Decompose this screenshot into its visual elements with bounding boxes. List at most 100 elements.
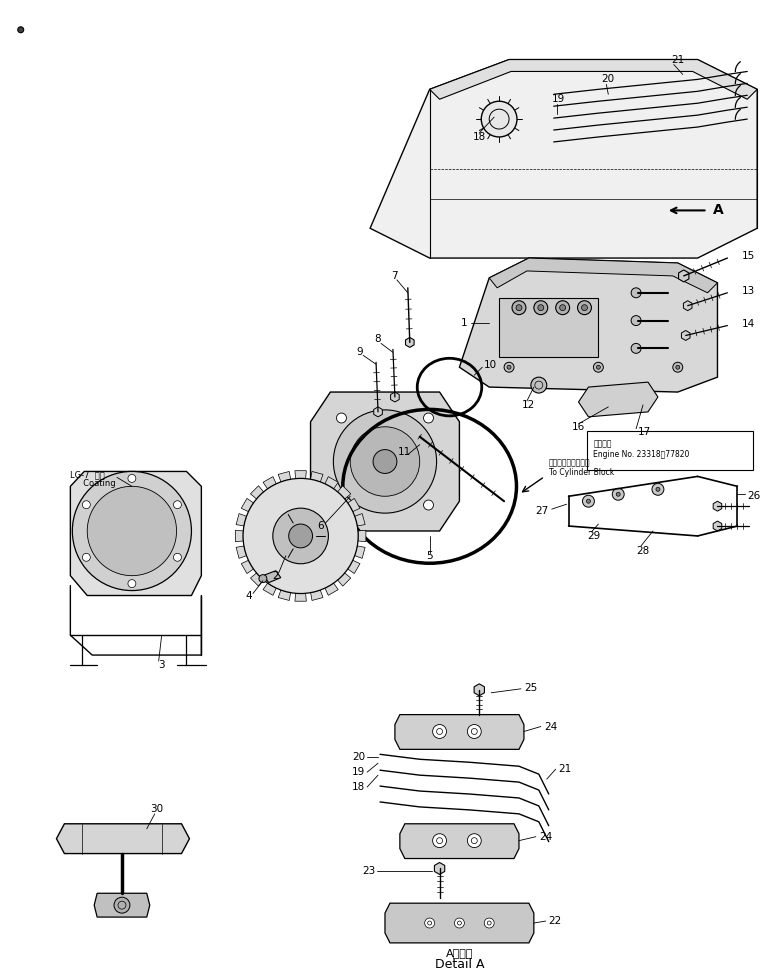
Polygon shape bbox=[682, 330, 690, 341]
Polygon shape bbox=[250, 486, 264, 499]
Text: 27: 27 bbox=[536, 506, 549, 517]
Circle shape bbox=[675, 365, 680, 369]
Text: 12: 12 bbox=[522, 400, 535, 410]
Text: 19: 19 bbox=[552, 94, 565, 104]
Polygon shape bbox=[385, 903, 534, 943]
Circle shape bbox=[587, 499, 591, 503]
Text: 25: 25 bbox=[524, 683, 537, 693]
Circle shape bbox=[337, 500, 347, 510]
Polygon shape bbox=[263, 584, 276, 595]
Polygon shape bbox=[241, 498, 253, 512]
Text: Engine No. 23318～77820: Engine No. 23318～77820 bbox=[594, 451, 690, 459]
Circle shape bbox=[617, 492, 620, 496]
Text: 13: 13 bbox=[742, 285, 756, 296]
Polygon shape bbox=[683, 301, 692, 311]
Text: 17: 17 bbox=[638, 426, 651, 437]
Circle shape bbox=[128, 580, 136, 587]
Text: A　詳細: A 詳細 bbox=[446, 948, 474, 957]
Circle shape bbox=[467, 724, 481, 738]
Polygon shape bbox=[311, 590, 323, 600]
Polygon shape bbox=[337, 486, 351, 499]
Polygon shape bbox=[236, 546, 246, 558]
Circle shape bbox=[512, 301, 526, 315]
Circle shape bbox=[578, 301, 591, 315]
Text: 5: 5 bbox=[426, 551, 433, 561]
Circle shape bbox=[538, 305, 544, 311]
Text: 30: 30 bbox=[150, 804, 163, 814]
Text: LG-7  塗布: LG-7 塗布 bbox=[70, 470, 105, 479]
Circle shape bbox=[597, 365, 601, 369]
Text: To Cylinder Block: To Cylinder Block bbox=[549, 468, 614, 477]
Polygon shape bbox=[405, 338, 414, 348]
Circle shape bbox=[334, 410, 437, 513]
Text: 8: 8 bbox=[375, 334, 381, 345]
Circle shape bbox=[555, 301, 570, 315]
FancyBboxPatch shape bbox=[588, 431, 754, 471]
Circle shape bbox=[433, 834, 447, 848]
Text: 20: 20 bbox=[602, 75, 615, 84]
Circle shape bbox=[350, 427, 420, 496]
Text: 14: 14 bbox=[742, 318, 756, 328]
Text: 18: 18 bbox=[352, 782, 365, 792]
Text: 20: 20 bbox=[352, 753, 365, 762]
Circle shape bbox=[243, 479, 358, 593]
Circle shape bbox=[73, 472, 191, 590]
Text: 16: 16 bbox=[572, 421, 585, 432]
Text: 18: 18 bbox=[473, 132, 486, 142]
Circle shape bbox=[373, 450, 397, 474]
Polygon shape bbox=[358, 530, 366, 542]
Circle shape bbox=[560, 305, 565, 311]
Circle shape bbox=[507, 365, 511, 369]
Polygon shape bbox=[236, 514, 246, 526]
Text: A: A bbox=[712, 203, 723, 218]
Polygon shape bbox=[391, 392, 399, 402]
Text: 15: 15 bbox=[742, 251, 756, 261]
Polygon shape bbox=[70, 472, 201, 595]
Circle shape bbox=[454, 918, 464, 928]
Polygon shape bbox=[348, 560, 360, 574]
Circle shape bbox=[631, 316, 641, 325]
Circle shape bbox=[424, 500, 434, 510]
Circle shape bbox=[337, 413, 347, 423]
Polygon shape bbox=[474, 684, 484, 696]
Polygon shape bbox=[250, 573, 264, 586]
Text: 9: 9 bbox=[356, 348, 363, 357]
Polygon shape bbox=[295, 593, 306, 601]
Circle shape bbox=[672, 362, 682, 372]
Circle shape bbox=[504, 362, 514, 372]
Text: 21: 21 bbox=[558, 764, 572, 774]
Polygon shape bbox=[374, 407, 382, 417]
Circle shape bbox=[531, 377, 547, 393]
Polygon shape bbox=[94, 893, 150, 917]
Circle shape bbox=[259, 575, 267, 583]
Circle shape bbox=[656, 487, 660, 491]
Text: 28: 28 bbox=[636, 546, 649, 555]
Circle shape bbox=[288, 524, 313, 548]
Circle shape bbox=[534, 301, 548, 315]
Circle shape bbox=[18, 27, 24, 33]
Polygon shape bbox=[460, 258, 718, 392]
Circle shape bbox=[652, 484, 664, 495]
Circle shape bbox=[581, 305, 588, 311]
Circle shape bbox=[83, 553, 90, 561]
Text: 4: 4 bbox=[246, 590, 252, 600]
Polygon shape bbox=[241, 560, 253, 574]
Polygon shape bbox=[355, 514, 365, 526]
Circle shape bbox=[582, 495, 594, 507]
Text: 24: 24 bbox=[544, 721, 557, 731]
Polygon shape bbox=[311, 472, 323, 482]
Circle shape bbox=[87, 486, 177, 576]
Polygon shape bbox=[578, 383, 658, 417]
Circle shape bbox=[631, 344, 641, 353]
Polygon shape bbox=[263, 571, 281, 583]
Circle shape bbox=[273, 508, 328, 564]
Circle shape bbox=[484, 918, 494, 928]
Polygon shape bbox=[325, 477, 338, 488]
Text: 21: 21 bbox=[671, 54, 685, 64]
Circle shape bbox=[174, 501, 181, 509]
Circle shape bbox=[516, 305, 522, 311]
Text: 7: 7 bbox=[392, 271, 399, 281]
Polygon shape bbox=[325, 584, 338, 595]
Polygon shape bbox=[263, 477, 276, 488]
Circle shape bbox=[128, 475, 136, 483]
